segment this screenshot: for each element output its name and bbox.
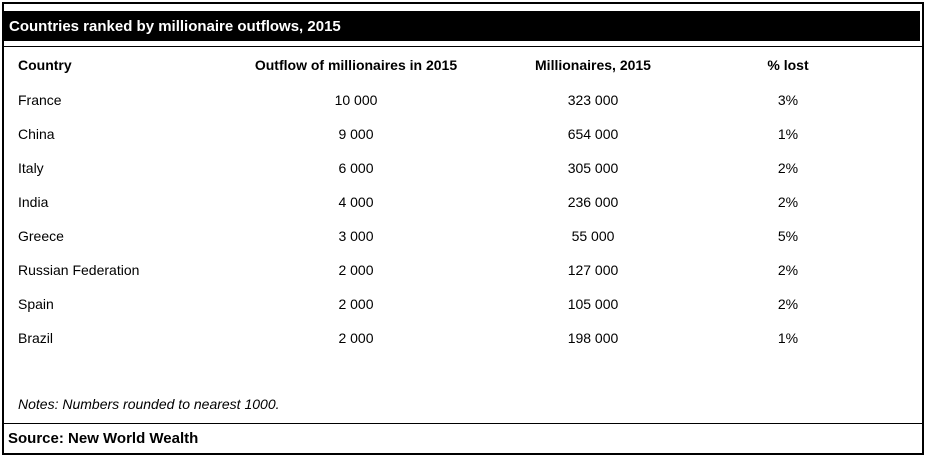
cell-country: Brazil xyxy=(18,330,54,346)
cell-pct-lost: 5% xyxy=(777,228,799,244)
cell-pct-lost: 1% xyxy=(777,330,799,346)
cell-outflow: 6 000 xyxy=(338,160,374,176)
cell-pct-lost: 2% xyxy=(777,194,799,210)
table-row: India 4 000 236 000 2% xyxy=(4,185,922,219)
cell-pct-lost: 1% xyxy=(777,126,799,142)
cell-pct-lost: 2% xyxy=(777,296,799,312)
table-row: France 10 000 323 000 3% xyxy=(4,83,922,117)
cell-outflow: 2 000 xyxy=(338,262,374,278)
cell-outflow: 9 000 xyxy=(338,126,374,142)
table-title: Countries ranked by millionaire outflows… xyxy=(9,17,341,35)
cell-millionaires: 305 000 xyxy=(567,160,619,176)
cell-country: Greece xyxy=(18,228,64,244)
cell-pct-lost: 2% xyxy=(777,262,799,278)
cell-outflow: 2 000 xyxy=(338,330,374,346)
cell-millionaires: 55 000 xyxy=(571,228,615,244)
column-header-pct-lost: % lost xyxy=(767,57,809,73)
cell-country: Spain xyxy=(18,296,54,312)
table-header-row: Country Outflow of millionaires in 2015 … xyxy=(4,47,922,83)
cell-millionaires: 323 000 xyxy=(567,92,619,108)
table-title-bar: Countries ranked by millionaire outflows… xyxy=(4,11,920,41)
column-header-millionaires: Millionaires, 2015 xyxy=(535,57,651,73)
cell-outflow: 2 000 xyxy=(338,296,374,312)
table-frame: Countries ranked by millionaire outflows… xyxy=(2,2,924,455)
cell-country: China xyxy=(18,126,55,142)
divider-below-title xyxy=(4,46,922,47)
cell-millionaires: 236 000 xyxy=(567,194,619,210)
column-header-filler xyxy=(880,47,922,83)
table-row: China 9 000 654 000 1% xyxy=(4,117,922,151)
table-row: Italy 6 000 305 000 2% xyxy=(4,151,922,185)
cell-country: India xyxy=(18,194,49,210)
cell-millionaires: 654 000 xyxy=(567,126,619,142)
cell-outflow: 4 000 xyxy=(338,194,374,210)
cell-outflow: 10 000 xyxy=(334,92,378,108)
cell-country: France xyxy=(18,92,62,108)
table-row: Spain 2 000 105 000 2% xyxy=(4,287,922,321)
source-text: Source: New World Wealth xyxy=(8,430,199,447)
cell-country: Italy xyxy=(18,160,44,176)
millionaire-outflows-table: Country Outflow of millionaires in 2015 … xyxy=(4,47,922,355)
cell-country: Russian Federation xyxy=(18,262,140,278)
column-header-country: Country xyxy=(18,57,72,73)
cell-pct-lost: 3% xyxy=(777,92,799,108)
table-row: Russian Federation 2 000 127 000 2% xyxy=(4,253,922,287)
cell-outflow: 3 000 xyxy=(338,228,374,244)
cell-millionaires: 198 000 xyxy=(567,330,619,346)
cell-pct-lost: 2% xyxy=(777,160,799,176)
divider-above-source xyxy=(4,423,922,424)
cell-millionaires: 105 000 xyxy=(567,296,619,312)
table-row: Greece 3 000 55 000 5% xyxy=(4,219,922,253)
table-row: Brazil 2 000 198 000 1% xyxy=(4,321,922,355)
cell-millionaires: 127 000 xyxy=(567,262,619,278)
column-header-outflow: Outflow of millionaires in 2015 xyxy=(254,57,458,73)
notes-text: Notes: Numbers rounded to nearest 1000. xyxy=(18,396,280,412)
